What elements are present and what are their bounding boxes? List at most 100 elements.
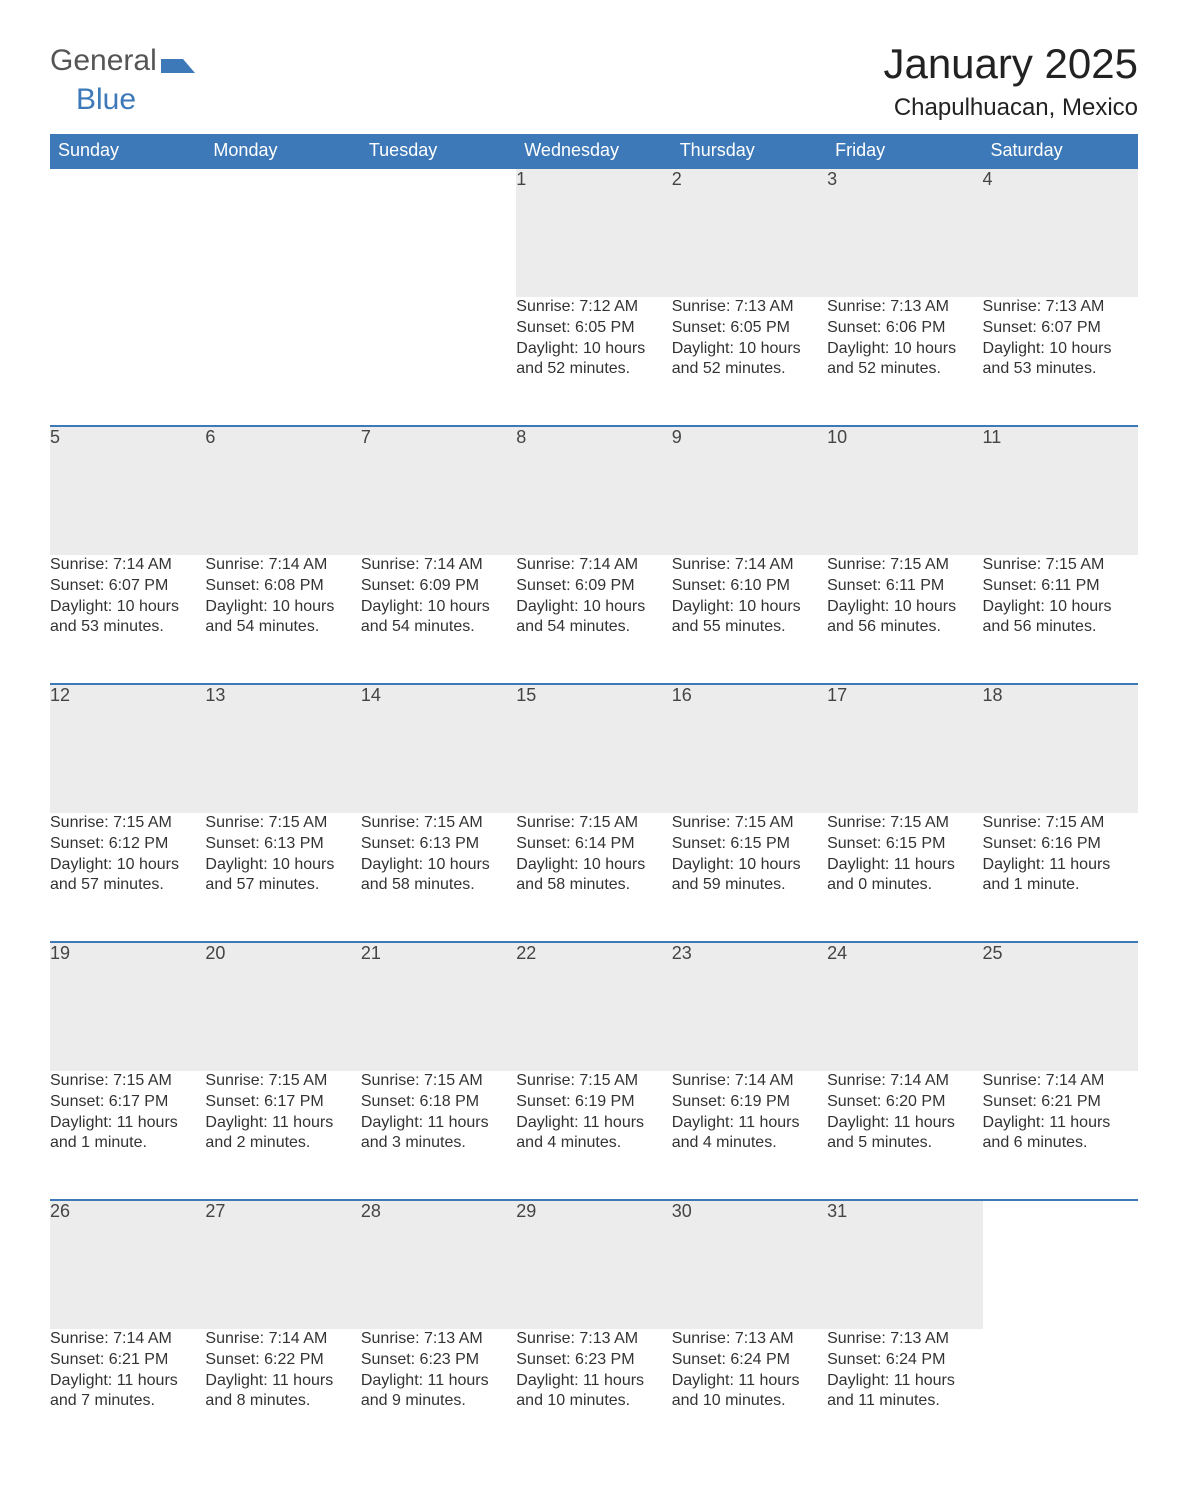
- sunset-text: Sunset: 6:09 PM: [516, 577, 634, 594]
- sunset-text: Sunset: 6:11 PM: [983, 577, 1100, 594]
- sunrise-text: Sunrise: 7:14 AM: [672, 1072, 794, 1089]
- day-details: Sunrise: 7:15 AMSunset: 6:13 PMDaylight:…: [205, 813, 360, 942]
- sunset-text: Sunset: 6:21 PM: [983, 1093, 1101, 1110]
- day-number-row: 1234: [50, 168, 1138, 297]
- sunrise-text: Sunrise: 7:13 AM: [672, 1330, 794, 1347]
- day-number: 4: [983, 168, 1138, 297]
- empty-cell: [361, 168, 516, 297]
- daylight-text: Daylight: 11 hours and 6 minutes.: [983, 1114, 1111, 1152]
- daylight-text: Daylight: 10 hours and 52 minutes.: [672, 340, 801, 378]
- sunset-text: Sunset: 6:18 PM: [361, 1093, 479, 1110]
- daylight-text: Daylight: 11 hours and 7 minutes.: [50, 1372, 178, 1410]
- page-title: January 2025: [883, 40, 1138, 88]
- day-details: Sunrise: 7:14 AMSunset: 6:21 PMDaylight:…: [50, 1329, 205, 1457]
- sunrise-text: Sunrise: 7:14 AM: [516, 556, 638, 573]
- sunset-text: Sunset: 6:11 PM: [827, 577, 944, 594]
- sunrise-text: Sunrise: 7:14 AM: [50, 556, 172, 573]
- day-number: 26: [50, 1200, 205, 1329]
- sunrise-text: Sunrise: 7:14 AM: [205, 1330, 327, 1347]
- day-data-row: Sunrise: 7:14 AM Sunset: 6:07 PM Daylight:…: [50, 555, 1138, 684]
- daylight-text: Daylight: 10 hours and 56 minutes.: [983, 598, 1112, 636]
- day-details: Sunrise: 7:15 AMSunset: 6:12 PMDaylight:…: [50, 813, 205, 942]
- day-details: Sunrise: 7:13 AMSunset: 6:23 PMDaylight:…: [361, 1329, 516, 1457]
- day-details: Sunrise: 7:15 AMSunset: 6:18 PMDaylight:…: [361, 1071, 516, 1200]
- sunrise-text: Sunrise: 7:15 AM: [361, 814, 483, 831]
- day-number: 16: [672, 684, 827, 813]
- day-header: Saturday: [983, 134, 1138, 168]
- daylight-text: Daylight: 10 hours and 56 minutes.: [827, 598, 956, 636]
- empty-cell: [50, 297, 205, 426]
- day-details: Sunrise: 7:15 AMSunset: 6:17 PMDaylight:…: [50, 1071, 205, 1200]
- day-data-row: Sunrise: 7:12 AMSunset: 6:05 PMDaylight:…: [50, 297, 1138, 426]
- sunset-text: Sunset: 6:21 PM: [50, 1351, 168, 1368]
- empty-cell: [50, 168, 205, 297]
- day-details: Sunrise: 7:13 AMSunset: 6:05 PMDaylight:…: [672, 297, 827, 426]
- sunset-text: Sunset: 6:17 PM: [205, 1093, 323, 1110]
- day-number: 21: [361, 942, 516, 1071]
- sunset-text: Sunset: 6:19 PM: [516, 1093, 634, 1110]
- day-details: Sunrise: 7:15 AMSunset: 6:16 PMDaylight:…: [983, 813, 1138, 942]
- day-details: Sunrise: 7:15 AM Sunset: 6:11 PM Daylight:…: [827, 555, 982, 684]
- sunrise-text: Sunrise: 7:14 AM: [205, 556, 327, 573]
- day-details: Sunrise: 7:14 AMSunset: 6:10 PMDaylight:…: [672, 555, 827, 684]
- day-number: 10: [827, 426, 982, 555]
- day-number: 9: [672, 426, 827, 555]
- day-number-row: 12131415161718: [50, 684, 1138, 813]
- sunset-text: Sunset: 6:10 PM: [672, 577, 790, 594]
- day-number: 19: [50, 942, 205, 1071]
- day-details: Sunrise: 7:13 AMSunset: 6:07 PMDaylight:…: [983, 297, 1138, 426]
- daylight-text: Daylight: 10 hours and 52 minutes.: [827, 340, 956, 378]
- sunset-text: Sunset: 6:08 PM: [205, 577, 323, 594]
- empty-cell: [361, 297, 516, 426]
- calendar-table: SundayMondayTuesdayWednesdayThursdayFrid…: [50, 134, 1138, 1457]
- sunset-text: Sunset: 6:07 PM: [50, 577, 168, 594]
- day-number: 13: [205, 684, 360, 813]
- day-number: 20: [205, 942, 360, 1071]
- day-number: 23: [672, 942, 827, 1071]
- day-header-row: SundayMondayTuesdayWednesdayThursdayFrid…: [50, 134, 1138, 168]
- sunrise-text: Sunrise: 7:13 AM: [983, 298, 1105, 315]
- day-number: 28: [361, 1200, 516, 1329]
- day-header: Sunday: [50, 134, 205, 168]
- daylight-text: Daylight: 10 hours and 54 minutes.: [516, 598, 645, 636]
- day-details: Sunrise: 7:13 AMSunset: 6:24 PMDaylight:…: [827, 1329, 982, 1457]
- sunrise-text: Sunrise: 7:14 AM: [361, 556, 483, 573]
- sunset-text: Sunset: 6:13 PM: [361, 835, 479, 852]
- empty-cell: [205, 168, 360, 297]
- sunrise-text: Sunrise: 7:13 AM: [827, 1330, 949, 1347]
- sunrise-text: Sunrise: 7:15 AM: [827, 556, 949, 573]
- day-details: Sunrise: 7:14 AMSunset: 6:09 PMDaylight:…: [361, 555, 516, 684]
- logo-flag-icon: [161, 49, 195, 73]
- sunrise-text: Sunrise: 7:15 AM: [983, 814, 1105, 831]
- day-details: Sunrise: 7:14 AMSunset: 6:07 PMDaylight:…: [50, 555, 205, 684]
- day-details: Sunrise: 7:13 AMSunset: 6:23 PMDaylight:…: [516, 1329, 671, 1457]
- day-number: 6: [205, 426, 360, 555]
- sunset-text: Sunset: 6:17 PM: [50, 1093, 168, 1110]
- day-details: Sunrise: 7:15 AMSunset: 6:14 PMDaylight:…: [516, 813, 671, 942]
- day-number: 15: [516, 684, 671, 813]
- sunset-text: Sunset: 6:19 PM: [672, 1093, 790, 1110]
- page-subtitle: Chapulhuacan, Mexico: [894, 94, 1138, 122]
- day-number: 18: [983, 684, 1138, 813]
- day-details: Sunrise: 7:14 AM Sunset: 6:21 PM Daylight:…: [983, 1071, 1138, 1200]
- day-details: Sunrise: 7:15 AMSunset: 6:15 PMDaylight:…: [827, 813, 982, 942]
- day-number: 8: [516, 426, 671, 555]
- daylight-text: Daylight: 10 hours and 57 minutes.: [205, 856, 334, 894]
- sunset-text: Sunset: 6:05 PM: [672, 319, 790, 336]
- daylight-text: Daylight: 11 hours and 8 minutes.: [205, 1372, 333, 1410]
- day-number: 5: [50, 426, 205, 555]
- empty-cell: [983, 1200, 1138, 1329]
- day-number: 1: [516, 168, 671, 297]
- sunrise-text: Sunrise: 7:14 AM: [983, 1072, 1105, 1089]
- sunset-text: Sunset: 6:24 PM: [672, 1351, 790, 1368]
- day-number: 7: [361, 426, 516, 555]
- daylight-text: Daylight: 11 hours and 3 minutes.: [361, 1114, 489, 1152]
- sunrise-text: Sunrise: 7:14 AM: [827, 1072, 949, 1089]
- sunrise-text: Sunrise: 7:14 AM: [672, 556, 794, 573]
- day-details: Sunrise: 7:14 AMSunset: 6:08 PMDaylight:…: [205, 555, 360, 684]
- day-data-row: Sunrise: 7:14 AM Sunset: 6:21 PM Daylight:…: [50, 1329, 1138, 1457]
- day-number: 11: [983, 426, 1138, 555]
- day-number: 25: [983, 942, 1138, 1071]
- empty-cell: [983, 1329, 1138, 1457]
- daylight-text: Daylight: 10 hours and 52 minutes.: [516, 340, 645, 378]
